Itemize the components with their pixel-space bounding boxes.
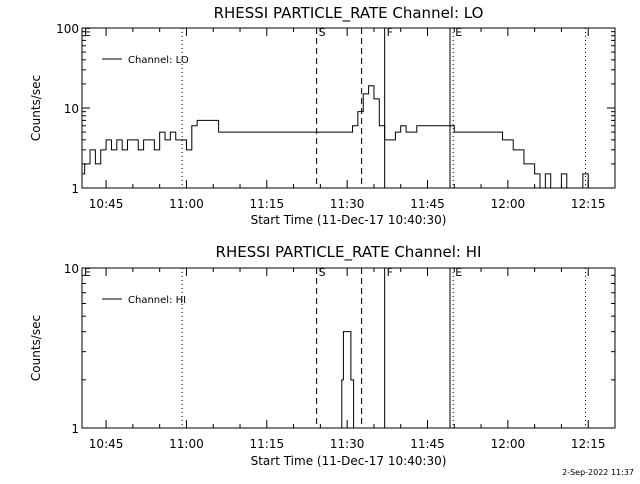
x-tick-label: 11:15 xyxy=(250,197,285,211)
y-tick-label: 1 xyxy=(71,422,79,436)
y-tick-label: 10 xyxy=(64,262,79,276)
panel-lo: RHESSI PARTICLE_RATE Channel: LO 1 10 100 10… xyxy=(29,4,616,227)
x-tick-label: 10:45 xyxy=(89,197,124,211)
x-tick-label: 10:45 xyxy=(89,437,124,451)
y-axis-label: Counts/sec xyxy=(29,75,43,141)
legend-label: Channel: HI xyxy=(128,295,186,306)
event-marker-label: S xyxy=(319,26,326,39)
x-tick-label: 11:15 xyxy=(250,437,285,451)
x-axis-label: Start Time (11-Dec-17 10:40:30) xyxy=(251,213,447,227)
chart-title: RHESSI PARTICLE_RATE Channel: HI xyxy=(216,243,482,262)
x-tick-label: 11:00 xyxy=(169,437,204,451)
x-tick-label: 11:30 xyxy=(330,437,365,451)
panel-hi: RHESSI PARTICLE_RATE Channel: HI 1 10 10:45… xyxy=(29,243,616,468)
x-tick-label: 12:00 xyxy=(491,197,526,211)
series-line xyxy=(82,85,599,189)
y-tick-label: 1 xyxy=(71,182,79,196)
footer-timestamp: 2-Sep-2022 11:37 xyxy=(562,468,634,477)
event-marker-label: E xyxy=(455,266,462,279)
series-line xyxy=(339,331,355,429)
event-marker-label: F xyxy=(387,26,393,39)
x-tick-label: 12:15 xyxy=(571,197,606,211)
y-axis-label: Counts/sec xyxy=(29,315,43,381)
x-tick-label: 12:15 xyxy=(571,437,606,451)
x-tick-label: 11:45 xyxy=(410,437,445,451)
x-axis-label: Start Time (11-Dec-17 10:40:30) xyxy=(251,454,447,468)
x-tick-label: 11:45 xyxy=(410,197,445,211)
y-tick-label: 10 xyxy=(64,102,79,116)
legend-label: Channel: LO xyxy=(128,55,189,66)
x-tick-label: 11:00 xyxy=(169,197,204,211)
plot-frame xyxy=(81,267,616,429)
event-marker-label: E xyxy=(84,266,91,279)
chart-title: RHESSI PARTICLE_RATE Channel: LO xyxy=(214,4,484,23)
event-marker-label: F xyxy=(387,266,393,279)
x-tick-label: 12:00 xyxy=(491,437,526,451)
x-tick-label: 11:30 xyxy=(330,197,365,211)
event-marker-label: E xyxy=(455,26,462,39)
event-marker-label: E xyxy=(84,26,91,39)
y-tick-label: 100 xyxy=(56,22,79,36)
event-marker-label: S xyxy=(319,266,326,279)
